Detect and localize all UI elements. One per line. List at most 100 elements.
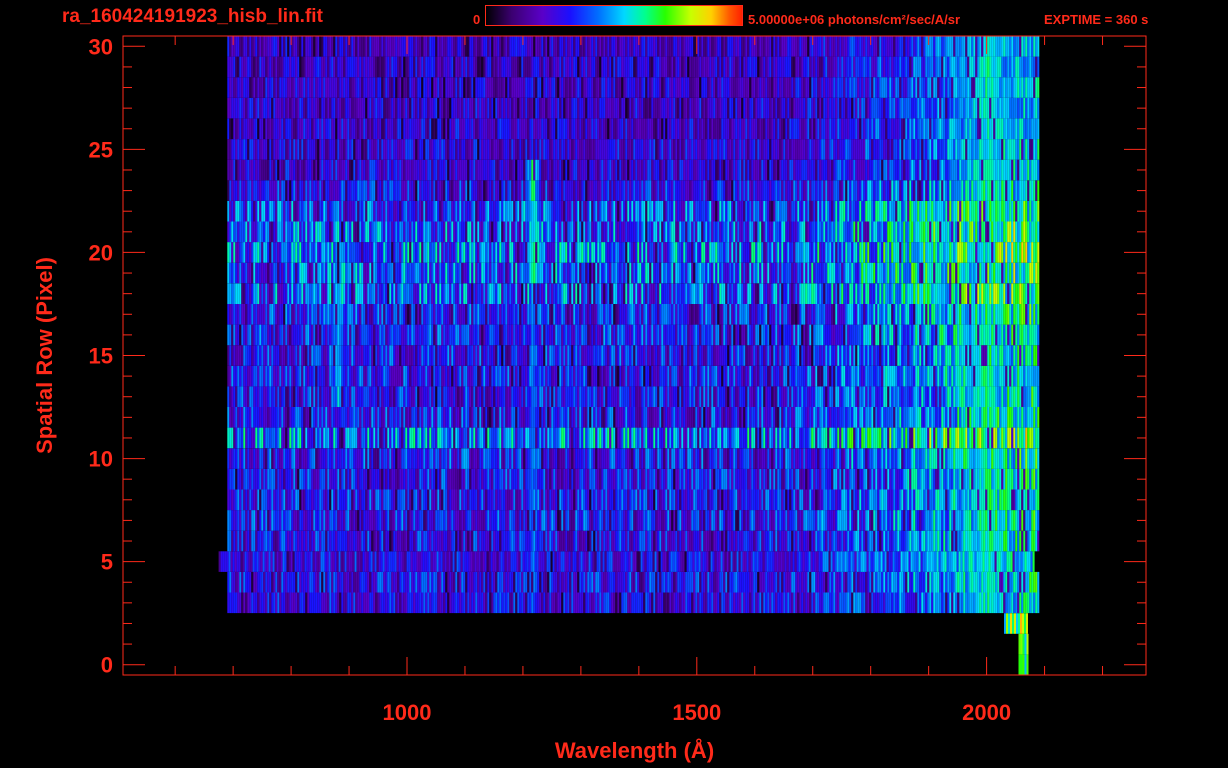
heatmap-cell-row-6 [309,530,312,552]
heatmap-cell-row-7 [871,510,874,531]
heatmap-cell-row-5 [806,551,809,572]
heatmap-cell-row-3 [705,592,708,614]
chart-title: ra_160424191923_hisb_lin.fit [62,6,323,27]
heatmap-cell-row-14 [617,365,620,387]
heatmap-cell-row-10 [637,448,640,469]
heatmap-cell-row-8 [327,489,330,511]
heatmap-cell-row-8 [767,489,770,511]
heatmap-cell-row-6 [659,530,662,552]
heatmap-cell-row-14 [741,365,744,387]
heatmap-cell-row-7 [337,510,340,531]
heatmap-cell-row-3 [447,592,450,614]
heatmap-cell-row-10 [913,448,916,469]
heatmap-cell-row-14 [361,365,364,387]
heatmap-cell-row-12 [919,407,922,428]
heatmap-cell-row-4 [873,571,876,593]
heatmap-cell-row-8 [379,489,382,511]
heatmap-cell-row-8 [695,489,698,511]
heatmap-cell-row-13 [615,386,618,407]
heatmap-cell-row-6 [361,530,364,552]
heatmap-cell-row-10 [565,448,568,469]
heatmap-cell-row-5 [980,551,983,572]
heatmap-cell-row-4 [763,571,766,593]
heatmap-cell-row-3 [459,592,462,614]
heatmap-cell-row-6 [441,530,444,552]
heatmap-cell-row-14 [521,365,524,387]
heatmap-cell-row-4 [675,571,678,593]
heatmap-cell-row-5 [298,551,301,572]
heatmap-cell-row-8 [263,489,266,511]
heatmap-cell-row-6 [491,530,494,552]
heatmap-cell-row-11 [985,427,988,449]
heatmap-cell-row-3 [707,592,710,614]
heatmap-cell-row-11 [335,427,338,449]
heatmap-cell-row-12 [927,407,930,428]
heatmap-cell-row-13 [597,386,600,407]
heatmap-cell-row-13 [931,386,934,407]
heatmap-cell-row-5 [586,551,589,572]
heatmap-cell-row-3 [645,592,648,614]
heatmap-cell-row-13 [995,386,998,407]
heatmap-cell-row-8 [407,489,410,511]
heatmap-cell-row-6 [261,530,264,552]
heatmap-cell-row-12 [865,407,868,428]
heatmap-cell-row-9 [539,468,542,490]
heatmap-cell-row-11 [709,427,712,449]
heatmap-cell-row-3 [389,592,392,614]
heatmap-cell-row-5 [926,551,929,572]
heatmap-cell-row-14 [941,365,944,387]
heatmap-cell-row-5 [838,551,841,572]
heatmap-cell-row-14 [971,365,974,387]
heatmap-cell-row-8 [519,489,522,511]
heatmap-cell-row-11 [1025,427,1028,449]
heatmap-cell-row-8 [693,489,696,511]
heatmap-cell-row-7 [545,510,548,531]
heatmap-cell-row-13 [349,386,352,407]
heatmap-cell-row-7 [1035,510,1038,531]
heatmap-cell-row-9 [707,468,710,490]
heatmap-cell-row-7 [247,510,250,531]
heatmap-cell-row-8 [565,489,568,511]
heatmap-cell-row-10 [695,448,698,469]
heatmap-cell-row-4 [697,571,700,593]
heatmap-cell-row-6 [439,530,442,552]
heatmap-cell-row-13 [957,386,960,407]
heatmap-cell-row-4 [889,571,892,593]
heatmap-cell-row-13 [711,386,714,407]
heatmap-cell-row-7 [779,510,782,531]
heatmap-cell-row-13 [341,386,344,407]
heatmap-cell-row-4 [365,571,368,593]
heatmap-cell-row-5 [616,551,619,572]
heatmap-cell-row-13 [445,386,448,407]
heatmap-cell-row-14 [821,365,824,387]
heatmap-cell-row-11 [997,427,1000,449]
heatmap-cell-row-10 [1037,448,1040,469]
heatmap-cell-row-7 [491,510,494,531]
heatmap-cell-row-14 [453,365,456,387]
heatmap-cell-row-12 [843,407,846,428]
heatmap-cell-row-3 [555,592,558,614]
heatmap-cell-row-3 [321,592,324,614]
heatmap-cell-row-14 [473,365,476,387]
heatmap-cell-row-7 [441,510,444,531]
heatmap-cell-row-14 [499,365,502,387]
heatmap-cell-row-8 [669,489,672,511]
heatmap-cell-row-9 [499,468,502,490]
heatmap-cell-row-15 [411,345,414,366]
heatmap-cell-row-12 [765,407,768,428]
heatmap-cell-row-12 [299,407,302,428]
heatmap-cell-row-6 [571,530,574,552]
heatmap-cell-row-9 [441,468,444,490]
heatmap-cell-row-13 [543,386,546,407]
heatmap-cell-row-6 [535,530,538,552]
heatmap-cell-row-6 [679,530,682,552]
heatmap-cell-row-3 [1005,592,1008,614]
heatmap-cell-row-5 [788,551,791,572]
heatmap-cell-row-9 [961,468,964,490]
heatmap-cell-row-10 [651,448,654,469]
heatmap-cell-row-13 [239,386,242,407]
heatmap-cell-row-10 [531,448,534,469]
heatmap-cell-row-15 [325,345,328,366]
heatmap-cell-row-13 [1013,386,1016,407]
